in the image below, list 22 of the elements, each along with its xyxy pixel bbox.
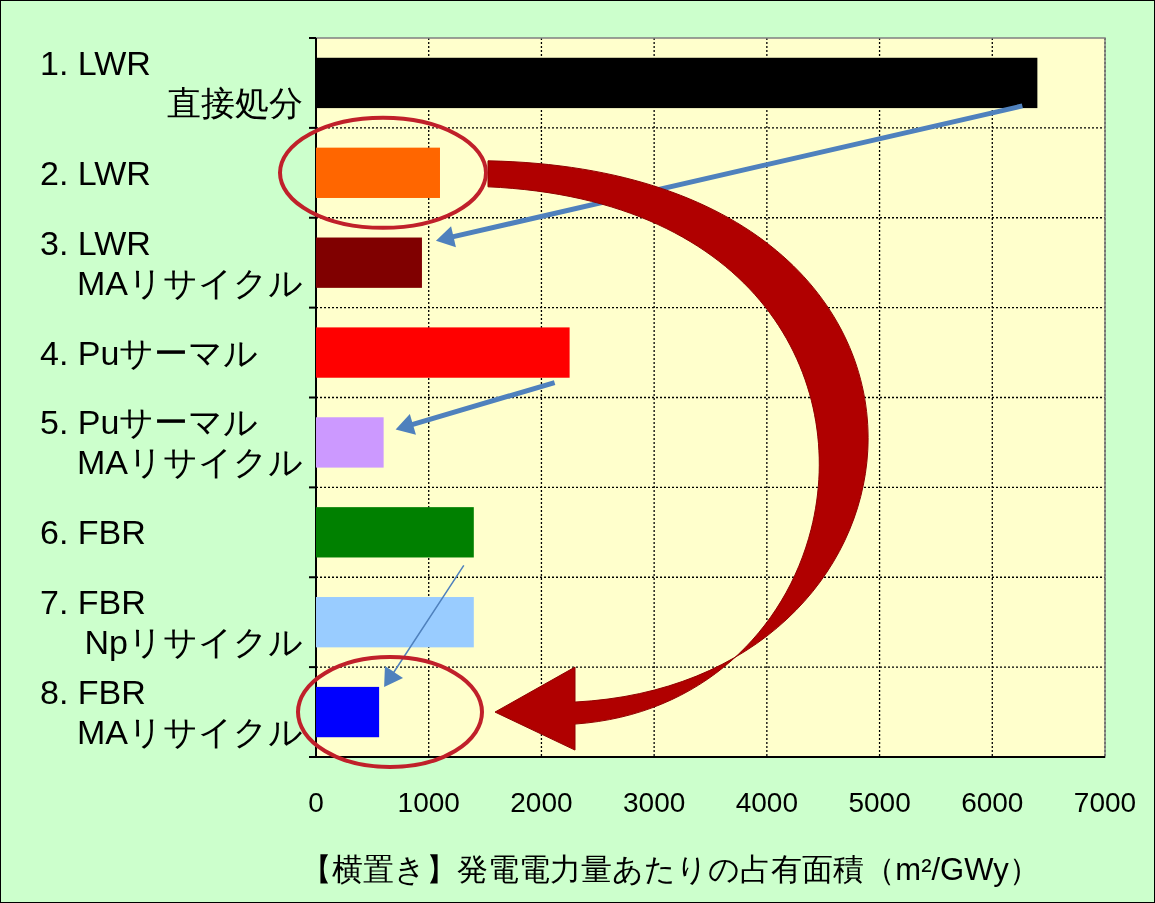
x-tick-label: 6000 bbox=[961, 787, 1024, 818]
x-tick-label: 1000 bbox=[397, 787, 460, 818]
y-tick-label: 4. Puサーマル bbox=[40, 333, 259, 372]
bar bbox=[316, 237, 422, 288]
bar bbox=[316, 686, 380, 738]
bar bbox=[316, 507, 474, 558]
x-tick-label: 3000 bbox=[622, 787, 686, 818]
y-tick-label: 8. FBR MAリサイクル bbox=[40, 673, 303, 752]
y-tick-label: 6. FBR bbox=[40, 513, 146, 552]
y-tick-label: 1. LWR 直接処分 bbox=[40, 43, 303, 122]
x-tick-label: 5000 bbox=[848, 787, 911, 818]
y-tick-label: 3. LWR MAリサイクル bbox=[40, 223, 303, 302]
y-tick-label: 7. FBR Npリサイクル bbox=[40, 583, 303, 662]
x-tick-label: 2000 bbox=[510, 787, 573, 818]
x-tick-label: 0 bbox=[308, 787, 324, 818]
x-tick-label: 7000 bbox=[1073, 787, 1137, 818]
y-tick-label: 5. Puサーマル MAリサイクル bbox=[40, 403, 303, 482]
y-tick-label: 2. LWR bbox=[40, 153, 151, 192]
bar bbox=[316, 147, 440, 198]
x-axis-title: 【横置き】発電電力量あたりの占有面積（m²/GWy） bbox=[301, 852, 1040, 887]
x-tick-label: 4000 bbox=[735, 787, 799, 818]
bar bbox=[316, 417, 384, 468]
